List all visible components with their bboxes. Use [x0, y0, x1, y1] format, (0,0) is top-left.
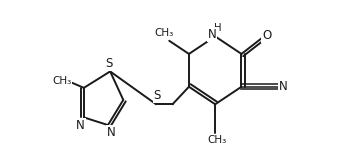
Text: N: N [107, 126, 116, 139]
Text: CH₃: CH₃ [154, 28, 173, 38]
Text: CH₃: CH₃ [52, 76, 72, 86]
Text: N: N [208, 28, 216, 41]
Text: S: S [153, 89, 161, 102]
Text: CH₃: CH₃ [208, 135, 227, 145]
Text: S: S [105, 57, 113, 70]
Text: N: N [279, 80, 287, 93]
Text: H: H [214, 23, 221, 33]
Text: O: O [262, 29, 271, 42]
Text: N: N [76, 119, 85, 132]
